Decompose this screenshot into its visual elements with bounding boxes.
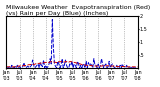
Text: Milwaukee Weather  Evapotranspiration (Red) (vs) Rain per Day (Blue) (Inches): Milwaukee Weather Evapotranspiration (Re… [6, 5, 151, 16]
